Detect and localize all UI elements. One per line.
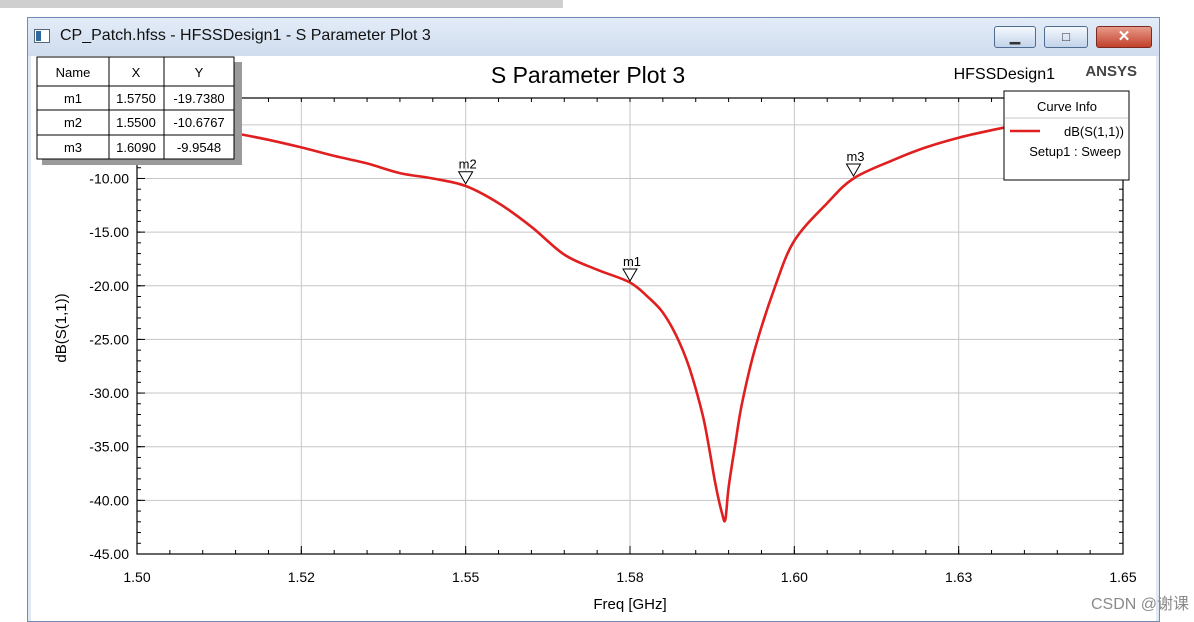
table-cell: m1 (64, 91, 82, 106)
table-cell: 1.5750 (116, 91, 156, 106)
table-cell: -9.9548 (177, 140, 221, 155)
x-tick-label: 1.50 (123, 569, 150, 585)
marker-triangle-m3[interactable] (845, 163, 862, 177)
curve-info-legend[interactable]: Curve Info dB(S(1,1)) Setup1 : Sweep (1003, 90, 1130, 181)
series-line-dbs11[interactable] (136, 117, 1058, 523)
marker-table[interactable]: Name X Y m1 1.5750 -19.7380 m2 1.5500 -1… (36, 56, 242, 165)
table-cell: 1.5500 (116, 115, 156, 130)
design-name-label: HFSSDesign1 (954, 66, 1055, 83)
table-cell: 1.6090 (116, 140, 156, 155)
app-window-icon[interactable] (34, 29, 50, 43)
ansys-logo: ANSYS (1085, 63, 1137, 80)
window-title: CP_Patch.hfss - HFSSDesign1 - S Paramete… (60, 27, 431, 44)
marker-triangle-m2[interactable] (457, 171, 474, 185)
table-cell: m2 (64, 115, 82, 130)
csdn-watermark: CSDN @谢课 (1091, 595, 1189, 613)
legend-title: Curve Info (1037, 99, 1097, 114)
y-tick-label: -15.00 (89, 224, 129, 240)
y-tick-label: -35.00 (89, 439, 129, 455)
x-tick-label: 1.52 (288, 569, 315, 585)
table-header-y: Y (195, 65, 204, 80)
y-tick-label: -25.00 (89, 331, 129, 347)
x-tick-label: 1.58 (616, 569, 643, 585)
marker-label-m1: m1 (623, 254, 641, 269)
legend-entry-sub: Setup1 : Sweep (1029, 144, 1121, 159)
minimize-button[interactable]: ▁ (994, 26, 1036, 48)
table-cell: -10.6767 (173, 115, 224, 130)
tick-labels: 1.50 1.52 1.55 1.58 1.60 1.63 1.65 -10.00 -15.00… (89, 170, 1137, 585)
y-tick-label: -20.00 (89, 278, 129, 294)
table-header-name: Name (56, 65, 91, 80)
maximize-button[interactable]: □ (1044, 26, 1088, 48)
chart-title: S Parameter Plot 3 (491, 62, 685, 88)
y-tick-label: -40.00 (89, 492, 129, 508)
table-cell: m3 (64, 140, 82, 155)
x-tick-label: 1.60 (781, 569, 808, 585)
y-tick-label: -30.00 (89, 385, 129, 401)
x-axis-label: Freq [GHz] (593, 596, 666, 613)
marker-triangle-m1[interactable] (622, 268, 638, 282)
marker-label-m3: m3 (846, 149, 864, 164)
table-cell: -19.7380 (173, 91, 224, 106)
curve-markers: m1 m2 m3 (457, 149, 865, 282)
legend-frame (1003, 90, 1130, 181)
grid-lines (137, 98, 1123, 554)
x-tick-label: 1.55 (452, 569, 479, 585)
y-axis-label: dB(S(1,1)) (53, 293, 70, 362)
y-tick-label: -10.00 (89, 170, 129, 186)
marker-label-m2: m2 (459, 157, 477, 172)
marker-table-frame (36, 56, 235, 160)
y-tick-label: -45.00 (89, 546, 129, 562)
title-bar[interactable]: CP_Patch.hfss - HFSSDesign1 - S Paramete… (28, 18, 1159, 56)
table-header-x: X (132, 65, 141, 80)
close-button[interactable]: ✕ (1096, 26, 1152, 48)
x-tick-label: 1.65 (1109, 569, 1136, 585)
legend-entry-label: dB(S(1,1)) (1064, 124, 1124, 139)
x-tick-label: 1.63 (945, 569, 972, 585)
top-strip (0, 0, 563, 8)
